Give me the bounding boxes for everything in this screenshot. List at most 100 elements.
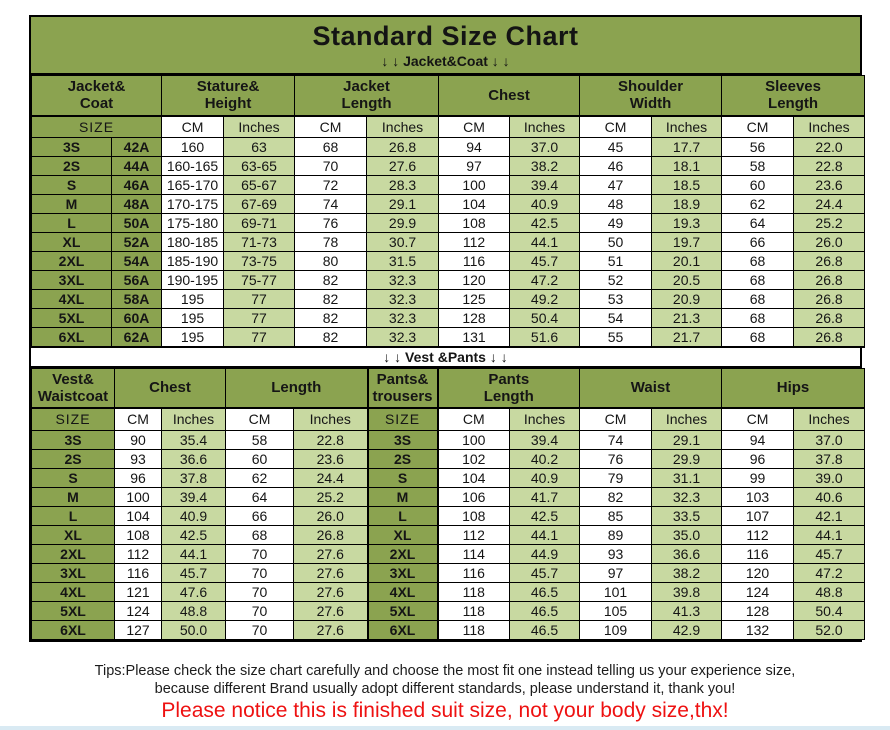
value-cell: 165-170 <box>161 175 225 195</box>
value-cell: 195 <box>161 308 225 328</box>
value-cell: 26.8 <box>793 308 866 328</box>
value-cell: 102 <box>437 448 510 469</box>
value-cell: 27.6 <box>293 600 368 621</box>
value-cell: 27.6 <box>293 562 368 583</box>
value-cell: 29.1 <box>650 429 723 450</box>
value-cell: 185-190 <box>161 251 225 271</box>
value-cell: 20.1 <box>651 251 723 271</box>
value-cell: 89 <box>579 524 652 545</box>
value-cell: 26.8 <box>293 524 368 545</box>
value-cell: 120 <box>721 562 795 583</box>
value-cell: 17.7 <box>651 137 723 157</box>
value-cell: 39.4 <box>509 429 580 450</box>
size-cell: 60A <box>110 308 163 328</box>
cm-header: CM <box>438 115 511 138</box>
value-cell: 35.4 <box>161 429 226 450</box>
value-cell: 18.1 <box>651 156 723 176</box>
value-cell: 112 <box>721 524 795 545</box>
value-cell: 47.6 <box>161 581 226 602</box>
value-cell: 70 <box>225 619 294 640</box>
table-row: M 48A 170-175 67-69 74 29.1 104 40.9 48 18.9 62 24.… <box>31 194 866 214</box>
value-cell: 72 <box>294 175 368 195</box>
value-cell: 100 <box>437 429 510 450</box>
column-header-hips: Hips <box>721 367 866 409</box>
cm-header: CM <box>437 407 510 431</box>
size-header: SIZE <box>366 407 439 431</box>
value-cell: 70 <box>225 581 294 602</box>
value-cell: 65-67 <box>223 175 296 195</box>
value-cell: 58 <box>721 156 795 176</box>
size-cell: M <box>31 194 112 214</box>
value-cell: 96 <box>114 467 162 488</box>
value-cell: 160-165 <box>161 156 225 176</box>
value-cell: 90 <box>114 429 162 450</box>
value-cell: 51 <box>579 251 653 271</box>
value-cell: 93 <box>114 448 162 469</box>
value-cell: 180-185 <box>161 232 225 252</box>
value-cell: 67-69 <box>223 194 296 214</box>
value-cell: 60 <box>225 448 294 469</box>
value-cell: 70 <box>225 600 294 621</box>
value-cell: 26.0 <box>793 232 866 252</box>
value-cell: 18.5 <box>651 175 723 195</box>
value-cell: 108 <box>114 524 162 545</box>
value-cell: 97 <box>438 156 511 176</box>
vest-pants-section-label: ↓ ↓ Vest &Pants ↓ ↓ <box>31 347 860 368</box>
value-cell: 64 <box>225 486 294 507</box>
size-cell: XL <box>31 232 112 252</box>
value-cell: 109 <box>579 619 652 640</box>
value-cell: 99 <box>721 467 795 488</box>
size-cell: 3XL <box>31 270 112 290</box>
value-cell: 54 <box>579 308 653 328</box>
value-cell: 116 <box>437 562 510 583</box>
value-cell: 44.1 <box>509 232 581 252</box>
vest-group-header-row: Vest& Waistcoat Chest Length Pants& trou… <box>31 367 866 409</box>
value-cell: 32.3 <box>366 327 440 347</box>
vest-pants-table: Vest& Waistcoat Chest Length Pants& trou… <box>31 367 866 640</box>
size-cell: S <box>366 467 439 488</box>
cm-header: CM <box>225 407 294 431</box>
value-cell: 48.8 <box>793 581 866 602</box>
page-title: Standard Size Chart <box>312 21 579 51</box>
tips-line-2: because different Brand usually adopt di… <box>154 681 736 697</box>
cm-header: CM <box>161 115 225 138</box>
value-cell: 50.0 <box>161 619 226 640</box>
size-cell: 3S <box>366 429 439 450</box>
value-cell: 68 <box>294 137 368 157</box>
value-cell: 47.2 <box>793 562 866 583</box>
size-cell: S <box>31 467 115 488</box>
cm-header: CM <box>579 407 652 431</box>
value-cell: 39.4 <box>509 175 581 195</box>
value-cell: 66 <box>225 505 294 526</box>
size-cell: 56A <box>110 270 163 290</box>
value-cell: 42.9 <box>650 619 723 640</box>
value-cell: 50 <box>579 232 653 252</box>
value-cell: 47 <box>579 175 653 195</box>
value-cell: 128 <box>721 600 795 621</box>
value-cell: 44.1 <box>161 543 226 564</box>
value-cell: 76 <box>579 448 652 469</box>
size-cell: 5XL <box>31 308 112 328</box>
column-header-vest-length: Length <box>225 367 368 409</box>
value-cell: 37.8 <box>161 467 226 488</box>
value-cell: 45.7 <box>509 562 580 583</box>
size-cell: L <box>366 505 439 526</box>
value-cell: 44.9 <box>509 543 580 564</box>
value-cell: 85 <box>579 505 652 526</box>
value-cell: 118 <box>437 600 510 621</box>
table-row: 2XL 54A 185-190 73-75 80 31.5 116 45.7 51 20.1 68 2… <box>31 251 866 271</box>
value-cell: 76 <box>294 213 368 233</box>
value-cell: 22.0 <box>793 137 866 157</box>
value-cell: 170-175 <box>161 194 225 214</box>
value-cell: 77 <box>223 327 296 347</box>
column-header-jacket-coat: Jacket& Coat <box>30 75 163 117</box>
value-cell: 97 <box>579 562 652 583</box>
value-cell: 42.1 <box>793 505 866 526</box>
value-cell: 75-77 <box>223 270 296 290</box>
value-cell: 35.0 <box>650 524 723 545</box>
table-row: 5XL 60A 195 77 82 32.3 128 50.4 54 21.3 68 26.8 <box>31 308 866 328</box>
value-cell: 49.2 <box>509 289 581 309</box>
value-cell: 20.9 <box>651 289 723 309</box>
value-cell: 25.2 <box>793 213 866 233</box>
value-cell: 124 <box>114 600 162 621</box>
